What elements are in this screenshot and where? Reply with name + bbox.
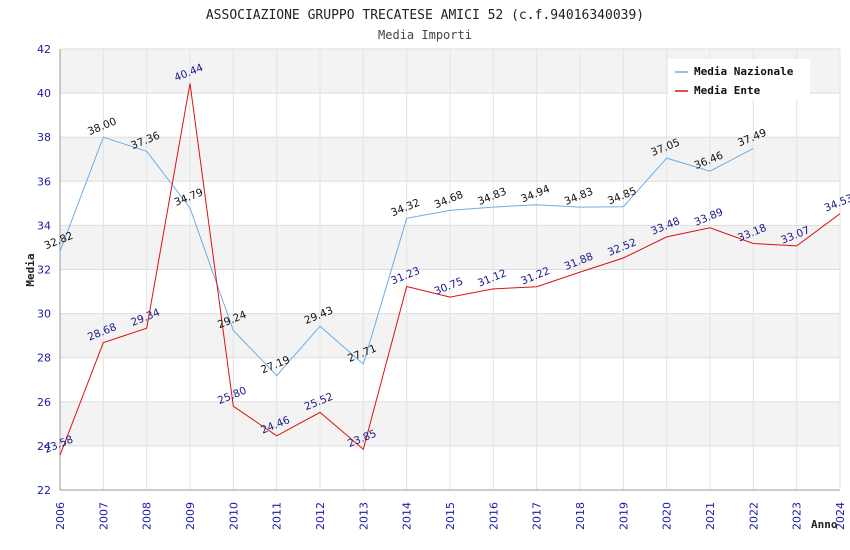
legend-label-national: Media Nazionale	[694, 65, 794, 78]
x-tick-label: 2022	[747, 502, 760, 530]
y-tick-label: 26	[37, 396, 51, 409]
y-tick-label: 42	[37, 43, 51, 56]
x-tick-label: 2020	[661, 502, 674, 530]
x-tick-label: 2024	[834, 502, 847, 530]
x-tick-label: 2013	[357, 502, 370, 530]
y-tick-label: 38	[37, 131, 51, 144]
y-tick-labels: 22 24 26 28 30 32 34 36 38 40 42	[37, 43, 51, 497]
x-tick-label: 2021	[704, 502, 717, 530]
y-axis-label: Media	[24, 253, 37, 286]
x-tick-label: 2015	[444, 502, 457, 530]
x-tick-label: 2017	[531, 502, 544, 530]
y-tick-label: 22	[37, 484, 51, 497]
y-tick-label: 30	[37, 308, 51, 321]
x-axis-label: Anno	[811, 518, 838, 531]
x-tick-label: 2006	[54, 502, 67, 530]
y-tick-label: 24	[37, 440, 51, 453]
x-tick-label: 2018	[574, 502, 587, 530]
y-tick-label: 34	[37, 219, 51, 232]
x-tick-label: 2023	[791, 502, 804, 530]
y-tick-label: 40	[37, 87, 51, 100]
chart-subtitle: Media Importi	[378, 28, 472, 42]
legend-label-ente: Media Ente	[694, 84, 761, 97]
x-tick-label: 2007	[97, 502, 110, 530]
x-tick-label: 2016	[487, 502, 500, 530]
series-lines	[59, 83, 841, 456]
x-tick-label: 2009	[184, 502, 197, 530]
series-line-ente	[59, 83, 841, 456]
axes	[59, 49, 840, 491]
x-tick-labels: 2006 2007 2008 2009 2010 2011 2012 2013 2014 2015…	[54, 502, 847, 530]
x-tick-label: 2019	[617, 502, 630, 530]
x-tick-label: 2011	[271, 502, 284, 530]
legend: Media Nazionale Media Ente	[668, 59, 810, 99]
x-tick-label: 2012	[314, 502, 327, 530]
chart-title: ASSOCIAZIONE GRUPPO TRECATESE AMICI 52 (…	[206, 8, 644, 23]
y-tick-label: 36	[37, 175, 51, 188]
series-line-national	[59, 136, 754, 377]
legend-box	[668, 59, 810, 99]
x-tick-label: 2008	[141, 502, 154, 530]
y-tick-label: 32	[37, 264, 51, 277]
y-tick-label: 28	[37, 352, 51, 365]
x-tick-label: 2014	[401, 502, 414, 530]
x-tick-label: 2010	[227, 502, 240, 530]
